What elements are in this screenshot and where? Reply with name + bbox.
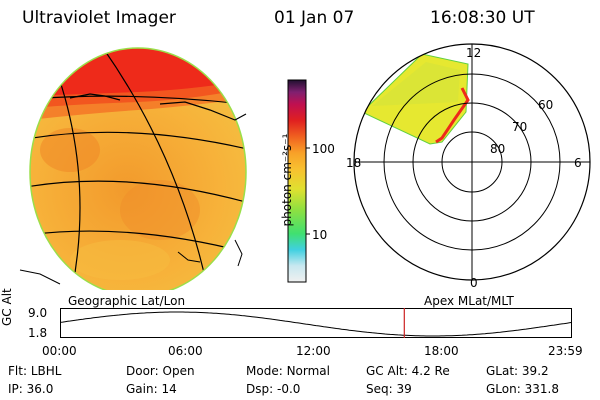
altitude-xtick-4: 23:59: [548, 344, 583, 358]
info-door: Door: Open: [126, 364, 195, 378]
info-glon: GLon: 331.8: [486, 382, 559, 396]
polar-label-0: 0: [470, 276, 478, 290]
polar-label-6: 6: [574, 156, 582, 170]
colorbar: [287, 79, 310, 283]
colorbar-tick-100: 100: [312, 142, 335, 156]
info-gain: Gain: 14: [126, 382, 177, 396]
colorbar-tick-10: 10: [312, 228, 328, 242]
info-ip: IP: 36.0: [8, 382, 54, 396]
altitude-ytick-high: 9.0: [28, 306, 48, 320]
altitude-left-title: Geographic Lat/Lon: [68, 294, 186, 308]
date-label: 01 Jan 07: [274, 8, 355, 28]
info-dsp: Dsp: -0.0: [246, 382, 301, 396]
polar-label-12: 12: [466, 46, 482, 60]
altitude-xtick-1: 06:00: [168, 344, 203, 358]
polar-ring-60: 60: [538, 98, 554, 112]
altitude-curve: [60, 311, 572, 337]
info-seq: Seq: 39: [366, 382, 412, 396]
earth-disk-image: [19, 47, 247, 290]
instrument-title: Ultraviolet Imager: [22, 8, 176, 28]
altitude-ylabel: GC Alt: [0, 288, 14, 326]
altitude-xtick-0: 00:00: [42, 344, 77, 358]
altitude-ytick-low: 1.8: [28, 326, 48, 340]
polar-ring-80: 80: [490, 142, 506, 156]
polar-ring-70: 70: [512, 120, 528, 134]
altitude-xtick-3: 18:00: [424, 344, 459, 358]
info-flt: Flt: LBHL: [8, 364, 62, 378]
colorbar-unit-label: photon cm⁻²s⁻¹: [280, 133, 294, 227]
info-glat: GLat: 39.2: [486, 364, 549, 378]
altitude-right-title: Apex MLat/MLT: [424, 294, 514, 308]
altitude-plot: [60, 308, 572, 338]
altitude-xtick-2: 12:00: [296, 344, 331, 358]
time-label: 16:08:30 UT: [430, 8, 535, 28]
info-mode: Mode: Normal: [246, 364, 330, 378]
polar-plot: [353, 43, 591, 281]
info-gc-alt: GC Alt: 4.2 Re: [366, 364, 450, 378]
polar-label-18: 18: [346, 156, 362, 170]
